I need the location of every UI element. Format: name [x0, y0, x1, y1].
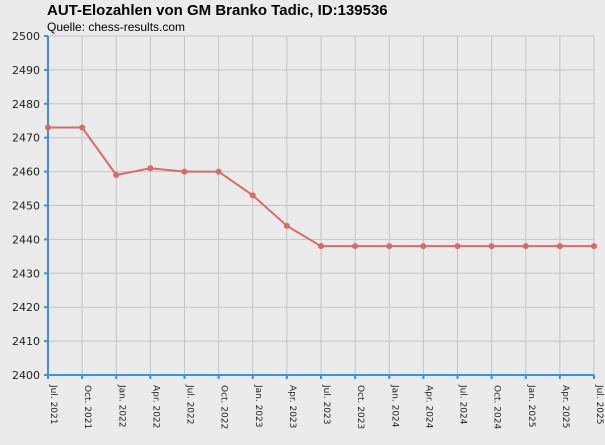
x-tick-label: Oct. 2024 [492, 385, 502, 429]
x-tick-label: Apr. 2024 [423, 385, 433, 429]
x-tick-label: Jan. 2024 [389, 384, 399, 428]
data-point [147, 165, 154, 172]
x-tick-label: Jan. 2025 [526, 384, 536, 428]
data-point [352, 243, 359, 250]
y-tick-label: 2480 [12, 98, 40, 111]
data-point [591, 243, 597, 250]
x-tick-label: Oct. 2022 [219, 385, 229, 429]
data-point [318, 243, 324, 250]
chart-subtitle: Quelle: chess-results.com [47, 20, 186, 34]
x-tick-label: Jul. 2024 [458, 384, 468, 425]
y-tick-label: 2420 [12, 301, 40, 314]
data-point [386, 243, 393, 250]
x-tick-label: Jul. 2023 [321, 384, 331, 425]
data-point [249, 192, 256, 199]
x-tick-label: Oct. 2021 [82, 385, 92, 429]
data-point [283, 222, 290, 229]
data-point [215, 168, 222, 175]
data-point [79, 124, 86, 131]
series-line [45, 124, 597, 250]
axes [44, 35, 595, 379]
y-tick-label: 2450 [12, 200, 40, 213]
x-tick-label: Apr. 2022 [150, 385, 160, 428]
data-point [420, 243, 427, 250]
y-tick-label: 2410 [12, 335, 40, 348]
x-tick-label: Oct. 2023 [355, 385, 365, 429]
data-point [556, 243, 563, 250]
tick-labels: 2400 2410 2420 2430 2440 2450 2460 2470 2480 2490… [12, 30, 604, 429]
grid-lines [47, 35, 595, 376]
data-point [113, 171, 120, 178]
data-point [522, 243, 529, 250]
x-tick-label: Jul. 2025 [594, 384, 604, 425]
y-tick-label: 2400 [12, 369, 40, 382]
data-point [454, 243, 461, 250]
y-tick-label: 2460 [12, 166, 40, 179]
y-tick-label: 2430 [12, 267, 40, 280]
data-point [488, 243, 495, 250]
y-tick-label: 2490 [12, 64, 40, 77]
x-tick-label: Jul. 2022 [185, 384, 195, 425]
x-tick-label: Jan. 2023 [253, 384, 263, 428]
y-tick-label: 2470 [12, 132, 40, 145]
data-point [181, 168, 188, 175]
chart-title: AUT-Elozahlen von GM Branko Tadic, ID:13… [47, 2, 388, 19]
data-point [45, 124, 51, 131]
x-tick-label: Jan. 2022 [116, 384, 126, 428]
x-tick-label: Apr. 2023 [287, 385, 297, 428]
y-tick-label: 2440 [12, 233, 40, 246]
x-tick-label: Apr. 2025 [560, 385, 570, 428]
x-tick-label: Jul. 2021 [48, 384, 58, 425]
y-tick-label: 2500 [12, 30, 40, 43]
